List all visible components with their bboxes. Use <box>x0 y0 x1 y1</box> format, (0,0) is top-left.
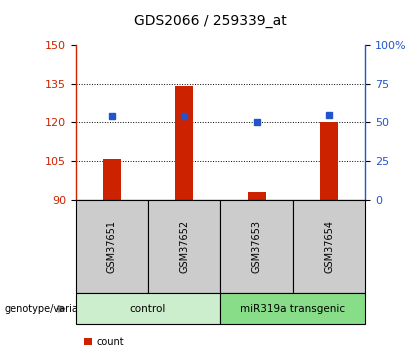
Text: control: control <box>130 304 166 314</box>
Bar <box>175 86 193 200</box>
Text: GSM37651: GSM37651 <box>107 220 117 273</box>
Text: GSM37654: GSM37654 <box>324 220 334 273</box>
Text: GDS2066 / 259339_at: GDS2066 / 259339_at <box>134 14 286 28</box>
Bar <box>320 122 338 200</box>
Text: GSM37653: GSM37653 <box>252 220 262 273</box>
Text: genotype/variation: genotype/variation <box>4 304 97 314</box>
Text: GSM37652: GSM37652 <box>179 220 189 273</box>
Text: count: count <box>97 337 124 345</box>
Text: miR319a transgenic: miR319a transgenic <box>240 304 346 314</box>
Bar <box>103 159 121 200</box>
Bar <box>248 193 266 200</box>
